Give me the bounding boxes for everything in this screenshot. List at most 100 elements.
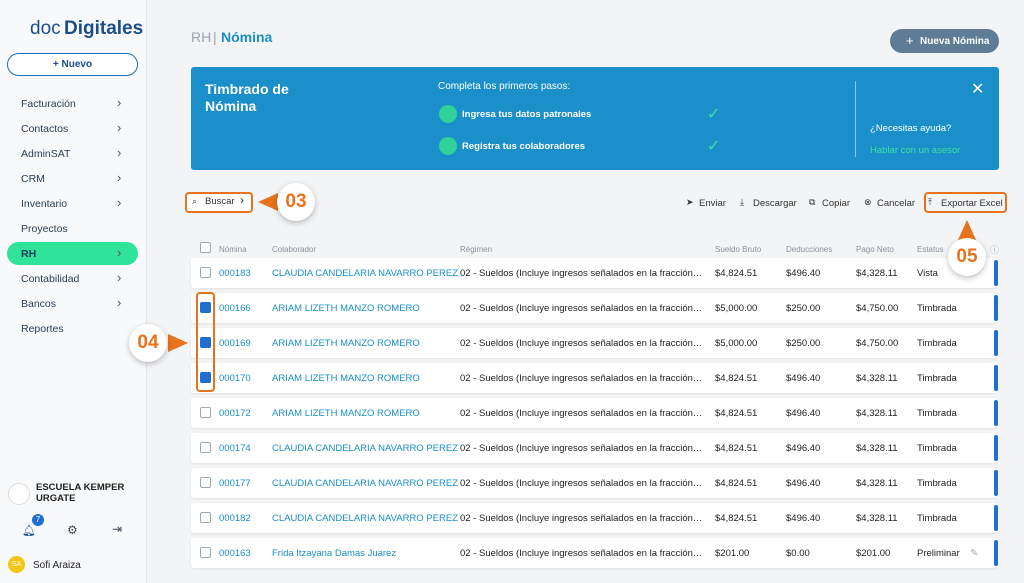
search-arrow: › <box>240 193 244 207</box>
colaborador[interactable]: CLAUDIA CANDELARIA NAVARRO PEREZ <box>272 268 459 279</box>
step-text: Registra tus colaboradores <box>462 141 586 152</box>
help-link[interactable]: Hablar con un asesor <box>870 145 961 156</box>
regimen: 02 - Sueldos (Incluye ingresos señalados… <box>460 513 703 524</box>
pago-neto: $4,750.00 <box>856 338 899 349</box>
nomina[interactable]: 000172 <box>219 408 251 419</box>
bell[interactable]: 🔔︎ <box>22 525 36 537</box>
deducciones: $496.40 <box>786 408 821 419</box>
pago-neto: $201.00 <box>856 548 891 559</box>
pointer-05 <box>958 220 976 240</box>
deducciones: $496.40 <box>786 443 821 454</box>
row-checkbox[interactable] <box>200 407 211 418</box>
new-button-label[interactable]: + Nuevo <box>52 59 93 70</box>
row-checkbox[interactable] <box>200 547 211 558</box>
column-header: Deducciones <box>786 245 833 254</box>
column-header: Pago Neto <box>856 245 894 254</box>
action-2[interactable]: Descargar <box>753 198 797 209</box>
regimen: 02 - Sueldos (Incluye ingresos señalados… <box>460 443 703 454</box>
sueldo-bruto: $4,824.51 <box>715 478 758 489</box>
estatus: Timbrada <box>917 338 957 349</box>
nomina[interactable]: 000163 <box>219 548 251 559</box>
row-checkbox[interactable] <box>200 477 211 488</box>
row-checkbox[interactable] <box>200 302 211 313</box>
table-row[interactable] <box>191 433 997 463</box>
menu-item[interactable]: AdminSAT <box>21 148 71 160</box>
row-checkbox[interactable] <box>200 372 211 383</box>
menu-item[interactable]: Bancos <box>21 298 57 310</box>
table-row[interactable] <box>191 258 997 288</box>
colaborador[interactable]: CLAUDIA CANDELARIA NAVARRO PEREZ <box>272 443 459 454</box>
action-5[interactable]: Exportar Excel <box>941 198 1003 209</box>
action-icon: ⊗ <box>864 197 872 207</box>
sueldo-bruto: $5,000.00 <box>715 303 758 314</box>
pago-neto: $4,328.11 <box>856 478 898 489</box>
row-status-bar <box>994 470 998 496</box>
action-1[interactable]: Enviar <box>699 198 726 209</box>
pointer-04 <box>168 334 188 352</box>
menu-active <box>7 242 138 265</box>
new-nomina-label[interactable]: Nueva Nómina <box>920 36 990 47</box>
menu-item[interactable]: CRM <box>21 173 45 185</box>
nomina[interactable]: 000174 <box>219 443 251 454</box>
colaborador[interactable]: Frida Itzayana Damas Juarez <box>272 548 397 559</box>
nomina[interactable]: 000169 <box>219 338 251 349</box>
deducciones: $496.40 <box>786 268 821 279</box>
regimen: 02 - Sueldos (Incluye ingresos señalados… <box>460 373 703 384</box>
header-checkbox[interactable] <box>200 242 211 253</box>
table-row[interactable] <box>191 293 997 323</box>
deducciones: $0.00 <box>786 548 810 559</box>
checkbox-ring <box>196 292 215 392</box>
menu-item[interactable]: Inventario <box>21 198 68 210</box>
row-checkbox[interactable] <box>200 267 211 278</box>
row-status-bar <box>994 505 998 531</box>
logout-icon[interactable]: ⇥ <box>112 522 123 536</box>
menu-item[interactable]: Proyectos <box>21 223 68 235</box>
new-nomina-button[interactable]: + Nueva Nómina <box>890 29 999 53</box>
menu-arrow: › <box>117 195 122 210</box>
banner-close[interactable]: ✕ <box>971 81 985 98</box>
menu-arrow: › <box>117 245 122 260</box>
search-label[interactable]: Buscar <box>205 196 235 207</box>
pencil[interactable]: ✎ <box>970 548 979 559</box>
colaborador[interactable]: ARIAM LIZETH MANZO ROMERO <box>272 303 420 314</box>
search-button[interactable]: ⌕ Buscar › <box>185 192 253 213</box>
table-row[interactable] <box>191 398 997 428</box>
colaborador[interactable]: CLAUDIA CANDELARIA NAVARRO PEREZ <box>272 478 459 489</box>
column-header: Nómina <box>219 245 247 254</box>
estatus: Timbrada <box>917 478 957 489</box>
nomina[interactable]: 000166 <box>219 303 251 314</box>
menu-item[interactable]: RH <box>21 248 37 260</box>
table-row[interactable] <box>191 328 997 358</box>
colaborador[interactable]: ARIAM LIZETH MANZO ROMERO <box>272 373 420 384</box>
table-row[interactable] <box>191 468 997 498</box>
estatus: Timbrada <box>917 443 957 454</box>
row-checkbox[interactable] <box>200 512 211 523</box>
menu-item[interactable]: Reportes <box>21 323 64 335</box>
settings-icon[interactable]: ⚙︎ <box>67 523 78 537</box>
page-title: Nómina <box>221 29 273 45</box>
row-checkbox[interactable] <box>200 442 211 453</box>
table-row[interactable] <box>191 538 997 568</box>
annotation-04: 04 <box>129 324 167 362</box>
colaborador[interactable]: ARIAM LIZETH MANZO ROMERO <box>272 338 420 349</box>
menu-item[interactable]: Facturación <box>21 98 76 110</box>
colaborador[interactable]: ARIAM LIZETH MANZO ROMERO <box>272 408 420 419</box>
menu-item[interactable]: Contabilidad <box>21 273 80 285</box>
nomina[interactable]: 000170 <box>219 373 251 384</box>
nomina[interactable]: 000177 <box>219 478 251 489</box>
new-button[interactable]: + Nuevo <box>7 53 138 76</box>
row-status-bar <box>994 260 998 286</box>
action-4[interactable]: Cancelar <box>877 198 916 209</box>
menu-item[interactable]: Contactos <box>21 123 69 135</box>
menu-arrow: › <box>117 170 122 185</box>
action-3[interactable]: Copiar <box>822 198 850 209</box>
estatus: Timbrada <box>917 408 957 419</box>
table-row[interactable] <box>191 363 997 393</box>
nomina[interactable]: 000183 <box>219 268 251 279</box>
table-row[interactable] <box>191 503 997 533</box>
colaborador[interactable]: CLAUDIA CANDELARIA NAVARRO PEREZ <box>272 513 459 524</box>
row-checkbox[interactable] <box>200 337 211 348</box>
step-icon <box>439 105 457 123</box>
nomina[interactable]: 000182 <box>219 513 251 524</box>
